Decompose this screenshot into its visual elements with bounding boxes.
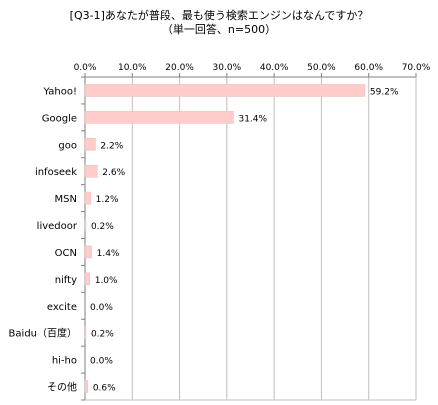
data-label: 0.6% xyxy=(93,384,116,394)
category-label: その他 xyxy=(47,381,77,394)
data-label: 1.0% xyxy=(95,276,118,286)
data-label: 0.0% xyxy=(90,357,113,367)
category-label: goo xyxy=(58,140,77,151)
data-label: 1.2% xyxy=(96,195,119,205)
x-tick-label: 10.0% xyxy=(118,63,147,73)
category-label: Baidu（百度） xyxy=(9,327,77,340)
bar xyxy=(84,272,90,286)
bar xyxy=(84,380,89,393)
x-tick-label: 30.0% xyxy=(213,63,242,73)
category-label: OCN xyxy=(55,248,77,259)
x-tick-label: 50.0% xyxy=(307,63,336,73)
x-tick-label: 40.0% xyxy=(260,63,289,73)
bar xyxy=(84,191,91,205)
category-label: hi-ho xyxy=(52,356,77,367)
data-label: 2.2% xyxy=(100,141,123,151)
category-label: Google xyxy=(42,113,77,124)
bar xyxy=(84,218,87,232)
x-tick-label: 60.0% xyxy=(354,63,383,73)
category-label: infoseek xyxy=(35,167,77,178)
data-label: 2.6% xyxy=(102,168,125,178)
chart-title: [Q3-1]あなたが普段、最も使う検索エンジンはなんですか？ xyxy=(69,9,369,22)
chart-subtitle: （単一回答、n=500） xyxy=(161,23,277,36)
data-label: 31.4% xyxy=(238,114,267,124)
category-label: excite xyxy=(47,302,77,313)
data-label: 1.4% xyxy=(97,249,120,259)
data-label: 0.0% xyxy=(90,303,113,313)
bar xyxy=(84,164,98,178)
category-label: livedoor xyxy=(37,221,78,232)
category-label: MSN xyxy=(55,194,77,205)
bar xyxy=(84,245,92,259)
x-tick-label: 20.0% xyxy=(165,63,194,73)
x-tick-label: 70.0% xyxy=(402,63,431,73)
bar xyxy=(84,138,96,151)
data-label: 0.2% xyxy=(91,330,114,340)
category-label: Yahoo! xyxy=(43,86,77,97)
bar xyxy=(84,111,234,124)
x-tick-label: 0.0% xyxy=(74,63,97,73)
data-label: 59.2% xyxy=(370,87,399,97)
category-label: nifty xyxy=(55,275,77,286)
bar xyxy=(84,84,366,97)
data-label: 0.2% xyxy=(91,222,114,232)
bar xyxy=(84,326,87,339)
